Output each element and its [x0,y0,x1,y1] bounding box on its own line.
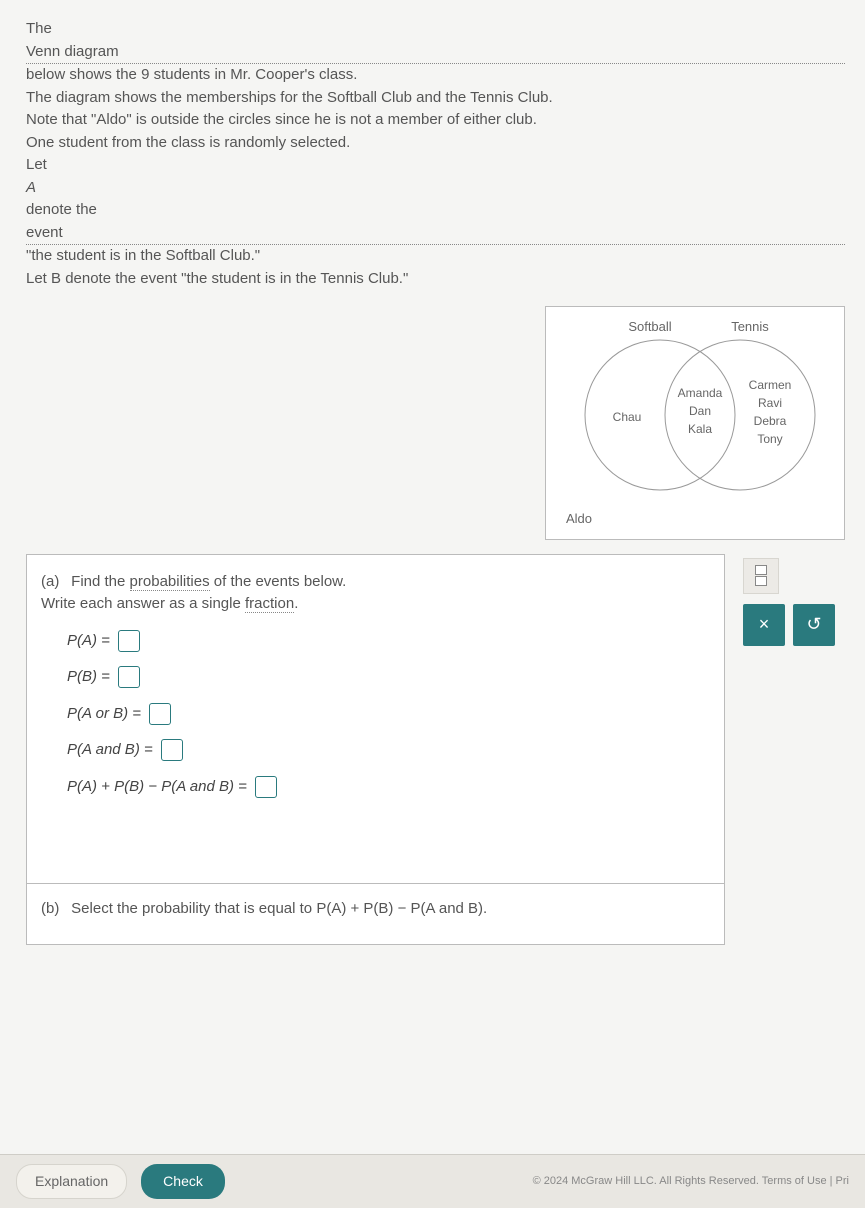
pa-l1c: of the events below. [210,573,347,590]
intro-text: The Venn diagram below shows the 9 stude… [26,18,845,290]
x-icon: × [759,611,770,638]
intro-l6: Let B denote the event "the student is i… [26,268,845,291]
explanation-button[interactable]: Explanation [16,1164,127,1199]
clear-button[interactable]: × [743,604,785,646]
event-term[interactable]: event [26,222,845,246]
part-b-tag: (b) [41,898,67,921]
check-button[interactable]: Check [141,1164,225,1199]
fraction-term[interactable]: fraction [245,595,294,613]
part-a-box: (a) Find the probabilities of the events… [26,554,725,884]
intro-l5e: "the student is in the Softball Club." [26,245,845,268]
pa-l2a: Write each answer as a single [41,595,245,612]
name-chau: Chau [613,410,642,424]
formula-pand: P(A and B) = [67,741,157,758]
frac-denominator-icon [755,576,767,586]
name-ravi: Ravi [758,396,782,410]
intro-l1c: below shows the 9 students in Mr. Cooper… [26,64,845,87]
intro-l5a: Let [26,154,845,177]
input-pand[interactable] [161,739,183,761]
pa-l1a: Find the [71,573,129,590]
name-amanda: Amanda [678,386,723,400]
name-kala: Kala [688,422,712,436]
part-a-tag: (a) [41,571,67,594]
intro-l5c: denote the [26,199,845,222]
content-area: The Venn diagram below shows the 9 stude… [0,0,865,945]
input-por[interactable] [149,703,171,725]
circle-softball [585,340,735,490]
name-dan: Dan [689,404,711,418]
formula-por: P(A or B) = [67,705,145,722]
name-debra: Debra [754,414,787,428]
formula-sum: P(A) + P(B) − P(A and B) = [67,778,251,795]
intro-l4: One student from the class is randomly s… [26,132,845,155]
part-b-box: (b) Select the probability that is equal… [26,884,725,946]
intro-l1a: The [26,18,845,41]
reset-icon: ↺ [806,611,821,638]
frac-numerator-icon [755,565,767,575]
name-tony: Tony [757,432,782,446]
intro-l3: Note that "Aldo" is outside the circles … [26,109,845,132]
check-label: Check [163,1173,203,1189]
explanation-label: Explanation [35,1173,108,1189]
venn-diagram: Softball Tennis Chau Amanda Dan Kala Car… [545,306,845,540]
input-pb[interactable] [118,666,140,688]
venn-svg: Softball Tennis Chau Amanda Dan Kala Car… [555,315,835,505]
event-A: A [26,179,36,196]
pa-l2c: . [294,595,298,612]
fraction-button[interactable] [743,558,779,594]
toolbar: × ↺ [743,558,839,646]
footer-bar: Explanation Check © 2024 McGraw Hill LLC… [0,1154,865,1208]
name-carmen: Carmen [749,378,792,392]
name-aldo: Aldo [552,509,838,529]
circle-tennis [665,340,815,490]
part-b-text: Select the probability that is equal to … [71,900,487,917]
formula-pa: P(A) = [67,632,114,649]
label-tennis: Tennis [731,319,769,334]
input-sum[interactable] [255,776,277,798]
input-pa[interactable] [118,630,140,652]
venn-term[interactable]: Venn diagram [26,41,845,65]
intro-l2: The diagram shows the memberships for th… [26,87,845,110]
reset-button[interactable]: ↺ [793,604,835,646]
formula-pb: P(B) = [67,668,114,685]
probabilities-term[interactable]: probabilities [130,573,210,591]
copyright-text: © 2024 McGraw Hill LLC. All Rights Reser… [533,1173,849,1190]
label-softball: Softball [628,319,671,334]
